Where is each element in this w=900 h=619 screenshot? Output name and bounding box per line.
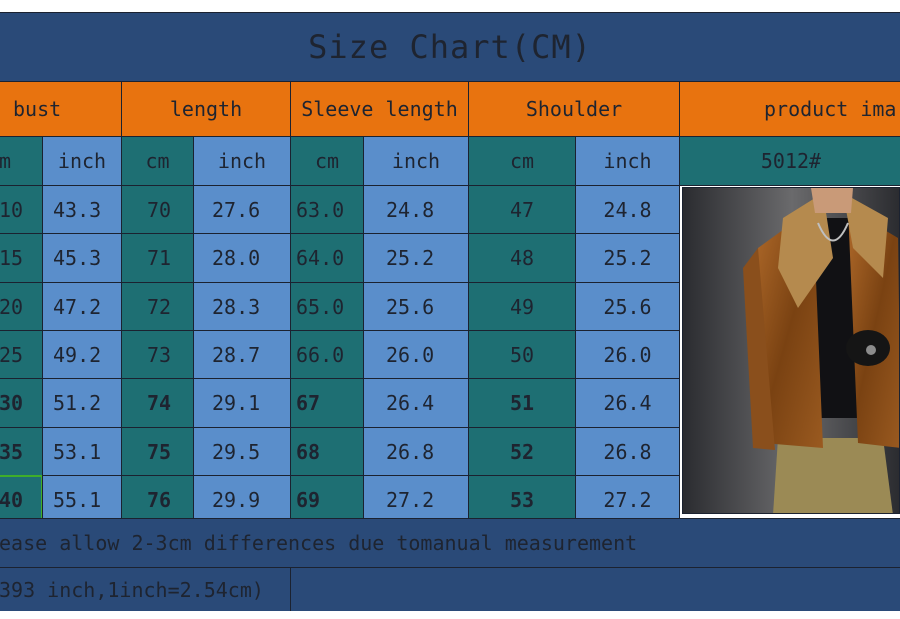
table-cell-sleeve-in: 26.8: [363, 427, 469, 476]
table-cell-shoulder-cm: 52: [468, 427, 576, 476]
table-cell-sleeve-cm: 68: [290, 427, 364, 476]
table-cell-length-cm: 75: [121, 427, 194, 476]
table-cell-bust-in: 43.3: [42, 185, 122, 234]
table-cell-shoulder-in: 25.2: [575, 233, 680, 283]
table-cell-shoulder-in: 27.2: [575, 475, 680, 524]
table-cell-bust-cm: 25: [0, 330, 43, 379]
unit-length-inch: inch: [193, 136, 291, 186]
table-cell-sleeve-cm: 64.0: [290, 233, 364, 283]
unit-length-cm: cm: [121, 136, 194, 186]
jacket-photo: [682, 187, 900, 514]
table-cell-shoulder-in: 26.8: [575, 427, 680, 476]
table-cell-length-in: 28.0: [193, 233, 291, 283]
measurement-note: ease allow 2-3cm differences due tomanua…: [0, 518, 900, 568]
table-cell-sleeve-cm: 63.0: [290, 185, 364, 234]
table-cell-length-in: 29.5: [193, 427, 291, 476]
table-cell-bust-in: 47.2: [42, 282, 122, 331]
table-cell-length-cm: 73: [121, 330, 194, 379]
table-cell-shoulder-cm: 49: [468, 282, 576, 331]
table-cell-bust-cm: 10: [0, 185, 43, 234]
table-cell-sleeve-in: 25.2: [363, 233, 469, 283]
header-shoulder: Shoulder: [468, 81, 680, 137]
table-cell-bust-in: 55.1: [42, 475, 122, 524]
table-cell-length-in: 29.9: [193, 475, 291, 524]
table-cell-bust-cm: 20: [0, 282, 43, 331]
unit-bust-inch: inch: [42, 136, 122, 186]
chart-title: Size Chart(CM): [0, 12, 900, 82]
jacket-photo-icon: [683, 188, 899, 513]
table-cell-length-cm: 76: [121, 475, 194, 524]
table-cell-shoulder-in: 25.6: [575, 282, 680, 331]
table-cell-length-in: 27.6: [193, 185, 291, 234]
table-cell-length-in: 28.3: [193, 282, 291, 331]
table-cell-sleeve-cm: 69: [290, 475, 364, 524]
unit-shoulder-inch: inch: [575, 136, 680, 186]
unit-sleeve-inch: inch: [363, 136, 469, 186]
unit-bust-cm: m: [0, 136, 43, 186]
table-cell-length-cm: 71: [121, 233, 194, 283]
table-cell-shoulder-in: 26.4: [575, 378, 680, 428]
table-cell-sleeve-cm: 66.0: [290, 330, 364, 379]
header-bust: bust: [0, 81, 122, 137]
table-cell-sleeve-cm: 67: [290, 378, 364, 428]
table-cell-bust-in: 49.2: [42, 330, 122, 379]
product-code: 5012#: [679, 136, 900, 186]
table-cell-bust-cm: 40: [0, 475, 43, 524]
table-cell-bust-in: 53.1: [42, 427, 122, 476]
page-bottom-margin: [0, 611, 900, 619]
table-cell-length-cm: 74: [121, 378, 194, 428]
conversion-note: 393 inch,1inch=2.54cm): [0, 567, 291, 613]
table-cell-shoulder-cm: 48: [468, 233, 576, 283]
unit-shoulder-cm: cm: [468, 136, 576, 186]
table-cell-length-cm: 72: [121, 282, 194, 331]
header-product-image: product ima: [679, 81, 900, 137]
table-cell-bust-in: 51.2: [42, 378, 122, 428]
table-cell-shoulder-in: 26.0: [575, 330, 680, 379]
table-cell-shoulder-cm: 47: [468, 185, 576, 234]
table-cell-bust-cm: 30: [0, 378, 43, 428]
table-cell-length-in: 28.7: [193, 330, 291, 379]
unit-sleeve-cm: cm: [290, 136, 364, 186]
table-cell-sleeve-in: 25.6: [363, 282, 469, 331]
table-cell-shoulder-cm: 53: [468, 475, 576, 524]
conversion-note-empty: [290, 567, 900, 613]
header-length: length: [121, 81, 291, 137]
table-cell-shoulder-cm: 51: [468, 378, 576, 428]
table-cell-sleeve-in: 27.2: [363, 475, 469, 524]
table-cell-length-in: 29.1: [193, 378, 291, 428]
table-cell-sleeve-cm: 65.0: [290, 282, 364, 331]
table-cell-sleeve-in: 24.8: [363, 185, 469, 234]
table-cell-length-cm: 70: [121, 185, 194, 234]
header-sleeve-length: Sleeve length: [290, 81, 469, 137]
table-cell-bust-cm: 35: [0, 427, 43, 476]
table-cell-sleeve-in: 26.0: [363, 330, 469, 379]
table-cell-shoulder-in: 24.8: [575, 185, 680, 234]
table-cell-bust-in: 45.3: [42, 233, 122, 283]
table-cell-shoulder-cm: 50: [468, 330, 576, 379]
table-cell-bust-cm: 15: [0, 233, 43, 283]
table-cell-sleeve-in: 26.4: [363, 378, 469, 428]
